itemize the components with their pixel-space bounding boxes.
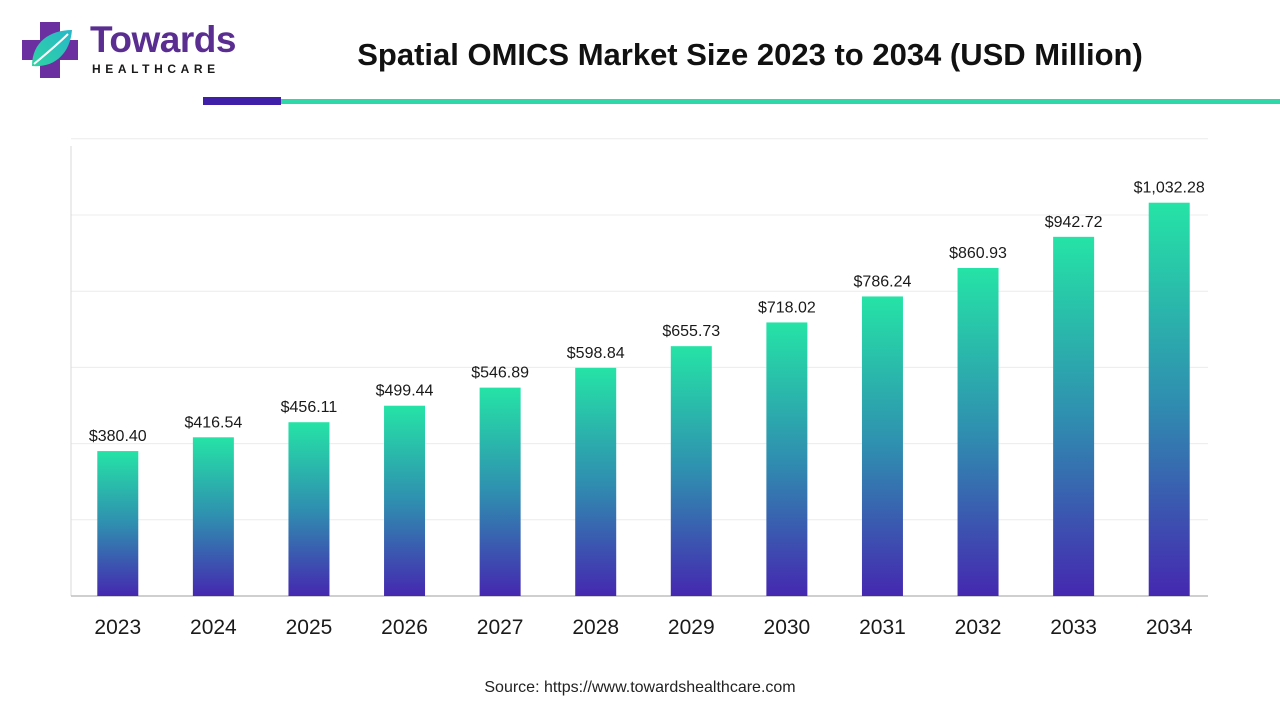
x-tick-label: 2030 bbox=[764, 616, 811, 639]
bar-2025 bbox=[288, 422, 330, 596]
x-tick-label: 2026 bbox=[381, 616, 428, 639]
logo-wordmark: Towards bbox=[90, 19, 236, 60]
value-label: $786.24 bbox=[854, 273, 912, 290]
title-rule-accent bbox=[203, 97, 281, 105]
bar-2033 bbox=[1053, 236, 1095, 596]
bar-2026 bbox=[384, 405, 426, 596]
bar-2032 bbox=[957, 267, 999, 596]
bar-2031 bbox=[861, 296, 903, 596]
chart-title: Spatial OMICS Market Size 2023 to 2034 (… bbox=[357, 37, 1143, 72]
x-tick-labels: 2023 2024 2025 2026 2027 2028 2029 2030 2031 2032… bbox=[94, 616, 1192, 639]
value-label: $718.02 bbox=[758, 299, 816, 316]
x-tick-label: 2028 bbox=[572, 616, 619, 639]
logo-subtitle: HEALTHCARE bbox=[92, 62, 220, 76]
value-label: $655.73 bbox=[662, 323, 720, 340]
bar-2028 bbox=[575, 367, 617, 596]
value-label: $416.54 bbox=[184, 414, 242, 431]
source-note: Source: https://www.towardshealthcare.co… bbox=[484, 679, 796, 696]
brand-logo: Towards HEALTHCARE bbox=[20, 18, 240, 80]
value-label: $860.93 bbox=[949, 245, 1007, 262]
bar-2030 bbox=[766, 322, 808, 596]
x-tick-label: 2031 bbox=[859, 616, 906, 639]
x-tick-label: 2025 bbox=[286, 616, 333, 639]
value-label: $598.84 bbox=[567, 345, 625, 362]
value-label: $499.44 bbox=[376, 383, 434, 400]
bar-chart: $380.40 $416.54 $456.11 $499.44 $546.89 $598.… bbox=[70, 138, 1208, 639]
bar-2027 bbox=[479, 387, 521, 596]
bar-2023 bbox=[97, 451, 139, 596]
x-tick-label: 2024 bbox=[190, 616, 237, 639]
value-labels: $380.40 $416.54 $456.11 $499.44 $546.89 $598.… bbox=[89, 180, 1205, 445]
gridlines bbox=[71, 138, 1208, 521]
value-label: $1,032.28 bbox=[1134, 180, 1205, 197]
bar-2029 bbox=[670, 346, 712, 596]
title-rule bbox=[281, 99, 1280, 104]
x-tick-label: 2023 bbox=[94, 616, 141, 639]
x-tick-label: 2027 bbox=[477, 616, 524, 639]
logo-cross-icon bbox=[22, 22, 78, 78]
bars bbox=[97, 202, 1190, 596]
value-label: $942.72 bbox=[1045, 214, 1103, 231]
bar-2034 bbox=[1148, 202, 1190, 596]
x-tick-label: 2032 bbox=[955, 616, 1002, 639]
bar-2024 bbox=[192, 437, 234, 596]
x-tick-label: 2029 bbox=[668, 616, 715, 639]
value-label: $380.40 bbox=[89, 428, 147, 445]
value-label: $546.89 bbox=[471, 365, 529, 382]
value-label: $456.11 bbox=[281, 399, 338, 416]
x-tick-label: 2033 bbox=[1050, 616, 1097, 639]
x-tick-label: 2034 bbox=[1146, 616, 1193, 639]
